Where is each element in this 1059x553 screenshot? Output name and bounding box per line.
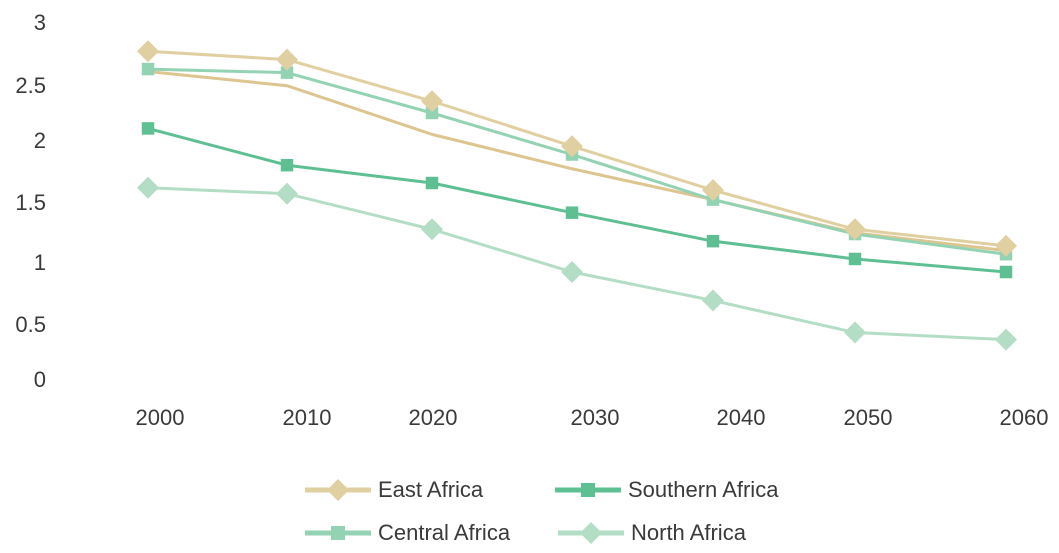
data-point-southern-africa: [999, 265, 1013, 279]
plot-lines: [147, 49, 1007, 342]
x-tick-label: 2030: [571, 405, 620, 430]
legend-label: Central Africa: [378, 520, 511, 545]
data-point-north-africa: [702, 289, 724, 312]
data-point-southern-africa: [280, 158, 294, 172]
legend: East Africa Southern Africa Central Africa…: [305, 477, 779, 545]
y-tick-label: 2.5: [15, 73, 46, 98]
legend-label: Southern Africa: [628, 477, 779, 502]
data-point-north-africa: [137, 176, 159, 199]
legend-item-southern-africa: Southern Africa: [555, 477, 779, 502]
legend-swatch-marker: [330, 525, 346, 541]
data-point-southern-africa: [848, 252, 862, 266]
legend-swatch-marker: [580, 522, 602, 544]
data-point-north-africa: [995, 328, 1017, 351]
data-point-central-africa: [280, 66, 294, 79]
x-tick-label: 2060: [1000, 405, 1049, 430]
data-point-southern-africa: [706, 234, 720, 248]
legend-swatch-marker: [327, 479, 349, 501]
data-point-east-africa: [421, 90, 443, 113]
legend-label: East Africa: [378, 477, 484, 502]
data-point-central-africa: [141, 62, 155, 76]
y-tick-label: 0: [34, 367, 46, 392]
x-axis-ticks: 2000 2010 2020 2030 2040 2050 2060: [136, 405, 1049, 430]
data-point-north-africa: [276, 182, 298, 205]
data-point-central-africa: [425, 106, 439, 120]
data-point-east-africa: [995, 234, 1017, 257]
legend-item-central-africa: Central Africa: [305, 520, 511, 545]
data-point-southern-africa: [565, 206, 579, 219]
plot-markers: [137, 40, 1017, 351]
x-tick-label: 2040: [717, 405, 766, 430]
y-tick-label: 0.5: [15, 312, 46, 337]
data-point-east-africa: [276, 48, 298, 71]
data-point-southern-africa: [425, 176, 439, 190]
x-tick-label: 2050: [844, 405, 893, 430]
y-tick-label: 1: [34, 250, 46, 275]
y-axis-ticks: 0 0.5 1 1.5 2 2.5 3: [15, 10, 46, 392]
legend-swatch-marker: [580, 482, 596, 498]
data-point-north-africa: [844, 321, 866, 344]
data-point-north-africa: [561, 261, 583, 284]
data-point-southern-africa: [141, 122, 155, 135]
data-point-east-africa: [702, 179, 724, 202]
x-tick-label: 2000: [136, 405, 185, 430]
y-tick-label: 1.5: [15, 190, 46, 215]
data-point-east-africa: [844, 218, 866, 241]
legend-item-north-africa: North Africa: [558, 520, 747, 545]
data-point-north-africa: [421, 218, 443, 241]
y-tick-label: 3: [34, 10, 46, 35]
x-tick-label: 2010: [283, 405, 332, 430]
y-tick-label: 2: [34, 128, 46, 153]
legend-label: North Africa: [631, 520, 747, 545]
data-point-east-africa: [561, 135, 583, 158]
data-point-east-africa: [137, 40, 159, 63]
legend-item-east-africa: East Africa: [305, 477, 484, 502]
x-tick-label: 2020: [409, 405, 458, 430]
